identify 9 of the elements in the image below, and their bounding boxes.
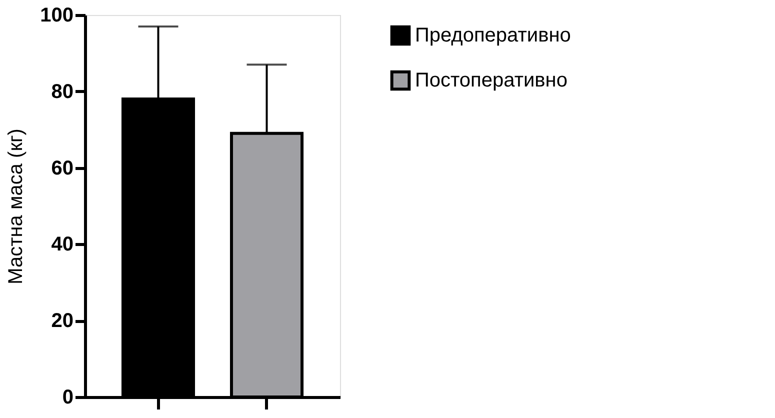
y-tick-label: 20 [51, 310, 74, 332]
legend-label: Постоперативно [415, 70, 568, 92]
y-tick-label: 40 [51, 234, 74, 256]
legend-label: Предоперативно [415, 24, 571, 46]
y-tick-label: 100 [40, 4, 74, 26]
y-tick-label: 80 [51, 80, 74, 103]
y-axis-title: Мастна маса (кг) [5, 128, 28, 284]
y-tick-label: 60 [51, 157, 74, 180]
y-tick-label: 0 [62, 386, 74, 408]
